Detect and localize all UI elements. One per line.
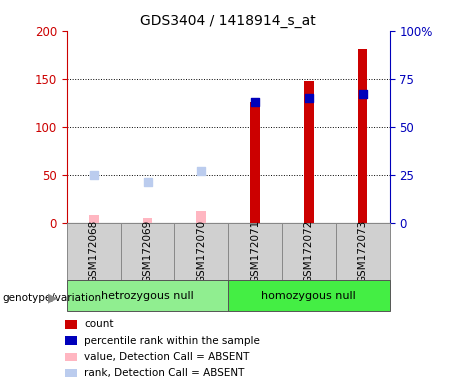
- Text: GSM172068: GSM172068: [89, 220, 99, 283]
- Point: [251, 99, 259, 105]
- Text: GSM172069: GSM172069: [142, 220, 153, 283]
- Text: count: count: [84, 319, 114, 329]
- Point: [359, 91, 366, 97]
- Bar: [358, 49, 367, 223]
- Bar: [250, 102, 260, 223]
- Text: GSM172072: GSM172072: [304, 220, 314, 283]
- Text: genotype/variation: genotype/variation: [2, 293, 101, 303]
- Point: [144, 179, 151, 185]
- Bar: [228, 223, 282, 280]
- Bar: [121, 223, 174, 280]
- Bar: [228, 280, 390, 311]
- Bar: [89, 215, 99, 223]
- Text: GSM172070: GSM172070: [196, 220, 207, 283]
- Text: ▶: ▶: [48, 291, 58, 304]
- Bar: [336, 223, 390, 280]
- Text: rank, Detection Call = ABSENT: rank, Detection Call = ABSENT: [84, 368, 245, 378]
- Bar: [174, 223, 228, 280]
- Text: homozygous null: homozygous null: [261, 291, 356, 301]
- Bar: [142, 218, 152, 223]
- Text: percentile rank within the sample: percentile rank within the sample: [84, 336, 260, 346]
- Bar: [358, 220, 367, 223]
- Bar: [304, 81, 313, 223]
- Bar: [282, 223, 336, 280]
- Bar: [196, 211, 206, 223]
- Text: GSM172073: GSM172073: [358, 220, 368, 283]
- Text: hetrozygous null: hetrozygous null: [101, 291, 194, 301]
- Point: [90, 172, 97, 178]
- Bar: [67, 280, 228, 311]
- Text: GSM172071: GSM172071: [250, 220, 260, 283]
- Bar: [67, 223, 121, 280]
- Text: value, Detection Call = ABSENT: value, Detection Call = ABSENT: [84, 352, 250, 362]
- Point: [198, 168, 205, 174]
- Point: [305, 95, 313, 101]
- Title: GDS3404 / 1418914_s_at: GDS3404 / 1418914_s_at: [140, 14, 316, 28]
